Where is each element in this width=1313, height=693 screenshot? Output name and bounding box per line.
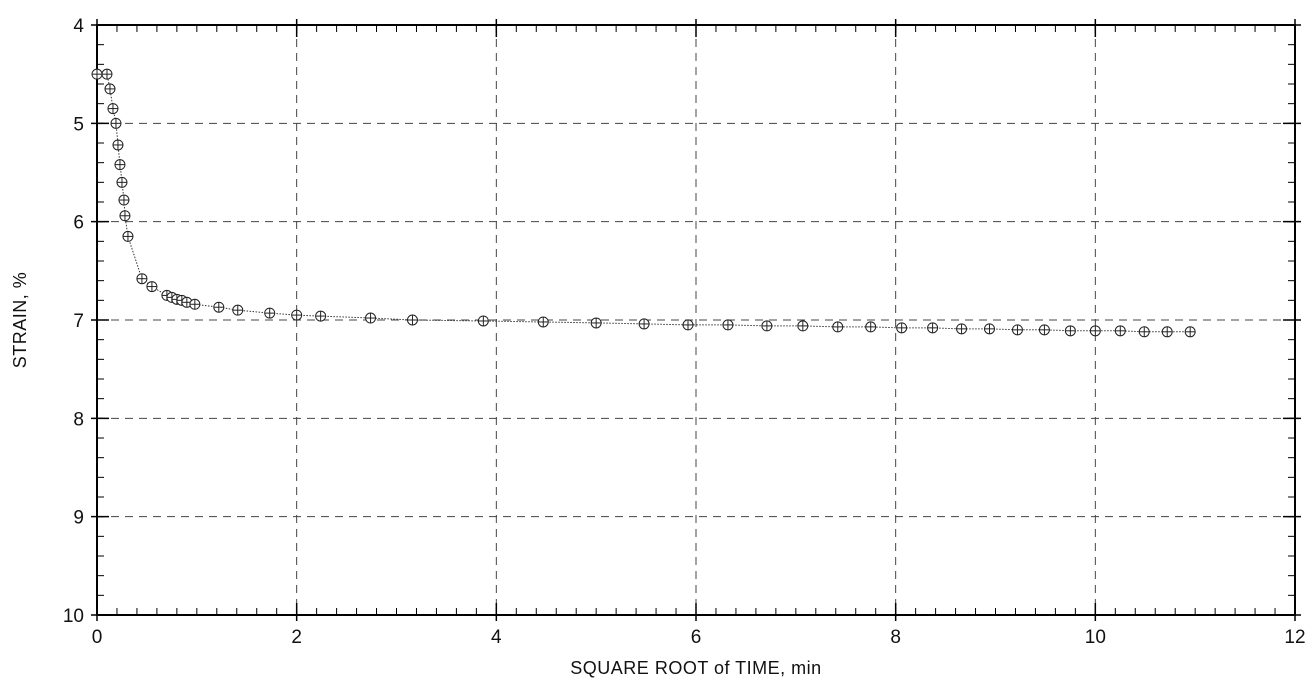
data-point [91, 68, 103, 80]
data-point [119, 210, 131, 222]
data-point [114, 159, 126, 171]
data-point [1184, 326, 1196, 338]
data-point [1038, 324, 1050, 336]
x-tick-label: 10 [1085, 627, 1106, 648]
data-point [832, 321, 844, 333]
series-group [91, 68, 1196, 338]
data-point [291, 309, 303, 321]
data-point [590, 317, 602, 329]
data-point [136, 273, 148, 285]
data-point [682, 319, 694, 331]
data-point [146, 281, 158, 293]
data-point [116, 176, 128, 188]
data-point [1064, 325, 1076, 337]
y-tick-label: 9 [73, 508, 84, 529]
x-tick-label: 12 [1284, 627, 1305, 648]
data-point [927, 322, 939, 334]
x-tick-label: 4 [491, 627, 502, 648]
grid-lines [97, 25, 1295, 615]
data-point [638, 318, 650, 330]
data-point [1089, 325, 1101, 337]
y-tick-labels: 4 5 6 7 8 9 10 [63, 16, 85, 627]
data-point [896, 322, 908, 334]
data-point [1138, 326, 1150, 338]
data-point [761, 320, 773, 332]
data-point [101, 68, 113, 80]
data-point [365, 312, 377, 324]
y-axis-title: STRAIN, % [10, 272, 30, 369]
data-point [112, 139, 124, 151]
data-point [264, 307, 276, 319]
x-tick-label: 0 [92, 627, 103, 648]
x-axis-title: SQUARE ROOT of TIME, min [570, 658, 821, 678]
data-point [537, 316, 549, 328]
x-tick-label: 2 [291, 627, 302, 648]
data-point [984, 323, 996, 335]
series-line [97, 73, 1191, 333]
data-point [797, 320, 809, 332]
x-tick-labels: 0 2 4 6 8 10 12 [92, 627, 1306, 648]
data-point [213, 301, 225, 313]
data-point [477, 315, 489, 327]
data-point [722, 319, 734, 331]
data-point [118, 194, 130, 206]
y-tick-label: 6 [73, 213, 84, 234]
y-tick-label: 8 [73, 409, 84, 430]
y-tick-label: 5 [73, 114, 84, 135]
data-point [315, 310, 327, 322]
y-tick-label: 7 [73, 311, 84, 332]
data-point [1011, 324, 1023, 336]
data-point [232, 304, 244, 316]
minor-ticks [96, 24, 1296, 616]
x-tick-label: 8 [890, 627, 901, 648]
data-point [107, 103, 119, 115]
data-point [104, 83, 116, 95]
data-point [865, 321, 877, 333]
data-point [122, 230, 134, 242]
data-point [189, 298, 201, 310]
data-point [110, 117, 122, 129]
y-tick-label: 4 [73, 16, 84, 37]
x-tick-label: 6 [691, 627, 702, 648]
data-point [1161, 326, 1173, 338]
y-tick-label: 10 [63, 606, 84, 627]
plot-frame [96, 24, 1296, 616]
data-point [1114, 325, 1126, 337]
data-point [956, 323, 968, 335]
data-point [406, 314, 418, 326]
